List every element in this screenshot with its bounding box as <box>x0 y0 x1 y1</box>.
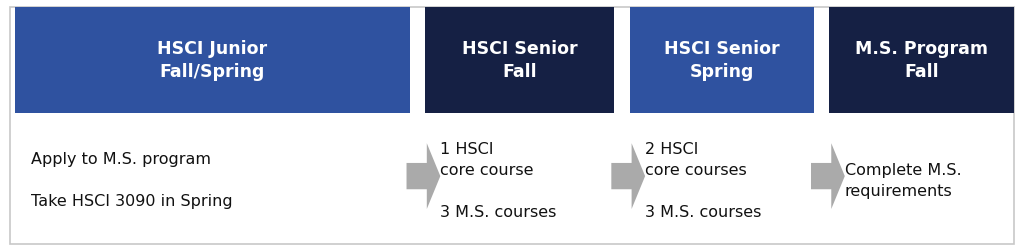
Text: Apply to M.S. program

Take HSCI 3090 in Spring: Apply to M.S. program Take HSCI 3090 in … <box>31 152 232 209</box>
Text: M.S. Program
Fall: M.S. Program Fall <box>855 40 988 81</box>
Polygon shape <box>611 144 645 209</box>
Text: Complete M.S.
requirements: Complete M.S. requirements <box>845 162 962 198</box>
Text: 1 HSCI
core course

3 M.S. courses: 1 HSCI core course 3 M.S. courses <box>440 141 557 219</box>
Text: 2 HSCI
core courses

3 M.S. courses: 2 HSCI core courses 3 M.S. courses <box>645 141 762 219</box>
Text: HSCI Senior
Spring: HSCI Senior Spring <box>665 40 779 81</box>
Bar <box>425 8 614 113</box>
Polygon shape <box>811 144 845 209</box>
Text: HSCI Senior
Fall: HSCI Senior Fall <box>462 40 578 81</box>
Polygon shape <box>407 144 440 209</box>
Bar <box>829 8 1014 113</box>
Text: HSCI Junior
Fall/Spring: HSCI Junior Fall/Spring <box>158 40 267 81</box>
Bar <box>15 8 410 113</box>
Bar <box>630 8 814 113</box>
